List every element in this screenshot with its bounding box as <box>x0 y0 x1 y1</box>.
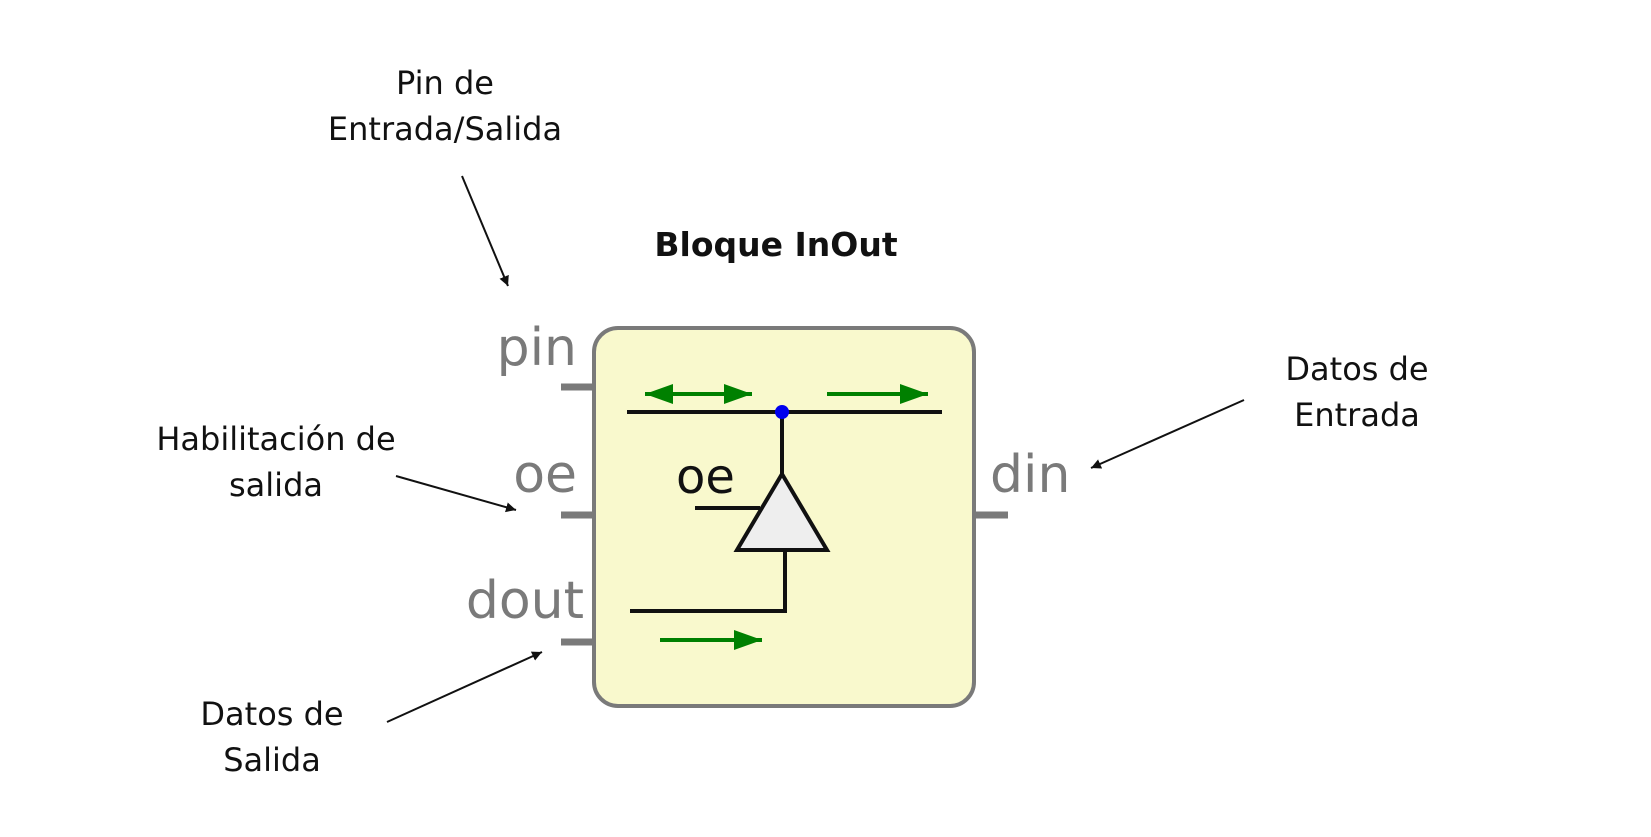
callout-din-arrow <box>1090 399 1245 469</box>
callout-oe: Habilitación de salida <box>156 420 517 513</box>
port-din-label: din <box>990 445 1070 505</box>
callout-din-line1: Datos de <box>1285 350 1428 388</box>
dout-wire <box>630 550 787 613</box>
junction-node <box>775 405 789 419</box>
callout-dout-line2: Salida <box>223 741 321 779</box>
callout-dout-arrow <box>386 651 543 723</box>
callout-oe-line2: salida <box>229 466 323 504</box>
callout-oe-arrow <box>395 475 517 513</box>
port-pin-label: pin <box>497 318 577 378</box>
callout-oe-line1: Habilitación de <box>156 420 395 458</box>
callout-pin: Pin de Entrada/Salida <box>328 64 562 287</box>
inner-oe-label: oe <box>676 449 735 505</box>
callout-dout-line1: Datos de <box>200 695 343 733</box>
port-dout-label: dout <box>466 571 584 631</box>
callout-dout: Datos de Salida <box>200 651 543 779</box>
callout-din-line2: Entrada <box>1294 396 1420 434</box>
callout-pin-arrow <box>461 175 509 287</box>
callout-pin-line1: Pin de <box>396 64 494 102</box>
tristate-buffer-icon <box>733 470 831 552</box>
callout-pin-line2: Entrada/Salida <box>328 110 562 148</box>
port-oe-label: oe <box>513 445 577 505</box>
callout-din: Datos de Entrada <box>1090 350 1429 469</box>
diagram-title: Bloque InOut <box>654 225 897 264</box>
